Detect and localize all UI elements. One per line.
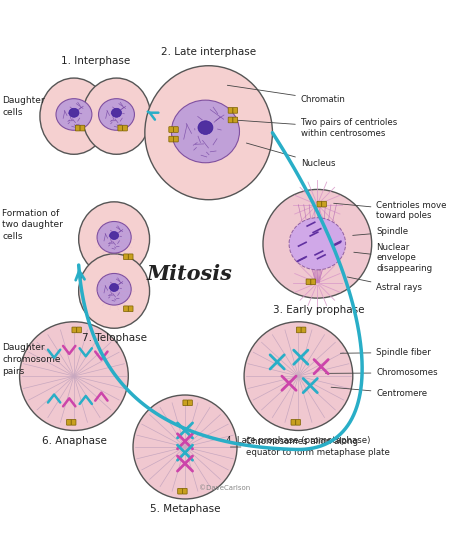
Text: Two pairs of centrioles
within centrosomes: Two pairs of centrioles within centrosom…: [236, 118, 397, 138]
FancyBboxPatch shape: [233, 108, 237, 113]
Ellipse shape: [79, 254, 150, 328]
FancyBboxPatch shape: [124, 306, 128, 312]
Ellipse shape: [109, 232, 118, 239]
Text: Centrioles move
toward poles: Centrioles move toward poles: [334, 201, 447, 220]
FancyBboxPatch shape: [66, 419, 71, 425]
Ellipse shape: [19, 322, 128, 430]
FancyBboxPatch shape: [296, 419, 301, 425]
FancyBboxPatch shape: [306, 279, 311, 285]
Text: Centromere: Centromere: [331, 387, 428, 398]
FancyBboxPatch shape: [296, 327, 301, 333]
Ellipse shape: [133, 395, 237, 499]
Text: Spindle: Spindle: [353, 227, 409, 237]
Ellipse shape: [198, 121, 213, 135]
Ellipse shape: [111, 108, 121, 117]
FancyBboxPatch shape: [71, 419, 76, 425]
Text: Chromosomes: Chromosomes: [326, 368, 438, 377]
FancyBboxPatch shape: [228, 108, 233, 113]
Text: Nucleus: Nucleus: [246, 143, 335, 168]
Text: Nuclear
envelope
disappearing: Nuclear envelope disappearing: [354, 243, 433, 273]
FancyBboxPatch shape: [173, 136, 178, 142]
FancyBboxPatch shape: [317, 201, 322, 207]
Text: ©DaveCarlson: ©DaveCarlson: [199, 485, 250, 491]
FancyBboxPatch shape: [188, 400, 192, 406]
FancyBboxPatch shape: [72, 327, 77, 333]
FancyBboxPatch shape: [233, 117, 237, 123]
Text: Spindle fiber: Spindle fiber: [340, 348, 431, 357]
Ellipse shape: [145, 66, 273, 200]
FancyBboxPatch shape: [178, 489, 182, 494]
Ellipse shape: [40, 78, 108, 154]
FancyBboxPatch shape: [123, 125, 128, 131]
FancyBboxPatch shape: [77, 327, 82, 333]
Text: Daughter
chromosome
pairs: Daughter chromosome pairs: [2, 343, 61, 376]
FancyBboxPatch shape: [128, 306, 133, 312]
FancyBboxPatch shape: [311, 279, 316, 285]
Text: Daughter
cells: Daughter cells: [2, 96, 45, 117]
Ellipse shape: [289, 218, 346, 270]
Ellipse shape: [172, 100, 239, 163]
Text: 4. Late prophase (prometaphase): 4. Late prophase (prometaphase): [226, 436, 371, 445]
Text: Astral rays: Astral rays: [347, 277, 422, 292]
Ellipse shape: [263, 189, 372, 298]
Ellipse shape: [82, 78, 151, 154]
FancyBboxPatch shape: [228, 117, 233, 123]
FancyBboxPatch shape: [301, 327, 306, 333]
Ellipse shape: [97, 221, 131, 253]
FancyBboxPatch shape: [291, 419, 296, 425]
Text: Mitosis: Mitosis: [147, 265, 233, 284]
Text: 2. Late interphase: 2. Late interphase: [161, 47, 256, 57]
Text: Chromosomes align along
equator to form metaphase plate: Chromosomes align along equator to form …: [230, 438, 390, 457]
Ellipse shape: [109, 283, 118, 292]
FancyBboxPatch shape: [124, 254, 128, 260]
Text: 6. Anaphase: 6. Anaphase: [42, 436, 106, 446]
FancyBboxPatch shape: [182, 489, 187, 494]
Text: Chromatin: Chromatin: [228, 85, 346, 104]
Text: Formation of
two daughter
cells: Formation of two daughter cells: [2, 209, 63, 241]
Ellipse shape: [99, 99, 135, 130]
Text: 5. Metaphase: 5. Metaphase: [150, 504, 220, 514]
FancyBboxPatch shape: [128, 254, 133, 260]
Text: 7. Telophase: 7. Telophase: [82, 333, 146, 343]
FancyBboxPatch shape: [322, 201, 327, 207]
Text: 1. Interphase: 1. Interphase: [61, 56, 130, 66]
Ellipse shape: [69, 108, 79, 117]
FancyBboxPatch shape: [169, 127, 173, 132]
Text: 3. Early prophase: 3. Early prophase: [273, 305, 364, 315]
FancyBboxPatch shape: [169, 136, 173, 142]
FancyBboxPatch shape: [80, 125, 85, 131]
FancyBboxPatch shape: [173, 127, 178, 132]
Ellipse shape: [79, 202, 150, 276]
Ellipse shape: [97, 273, 131, 305]
Ellipse shape: [244, 322, 353, 430]
FancyBboxPatch shape: [75, 125, 80, 131]
FancyBboxPatch shape: [183, 400, 188, 406]
FancyBboxPatch shape: [118, 125, 123, 131]
Ellipse shape: [56, 99, 92, 130]
